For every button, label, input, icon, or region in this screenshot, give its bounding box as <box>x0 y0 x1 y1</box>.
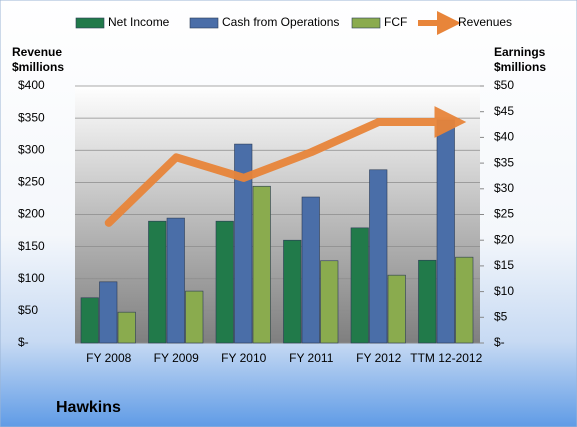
chart-title: Hawkins <box>56 399 121 416</box>
y2-tick-label: $25 <box>494 207 514 221</box>
bar <box>350 227 369 344</box>
bar <box>301 196 320 344</box>
y2-tick-label: $50 <box>494 78 514 92</box>
y2-tick-label: $30 <box>494 181 514 195</box>
bar <box>215 220 234 344</box>
bar <box>185 290 204 344</box>
legend-label: FCF <box>384 15 407 29</box>
bar <box>99 281 118 344</box>
x-tick-label: FY 2009 <box>154 351 199 365</box>
bar <box>80 297 99 344</box>
y2-tick-label: $5 <box>494 309 508 323</box>
x-tick-label: TTM 12-2012 <box>410 351 482 365</box>
y-tick-label: $200 <box>18 207 45 221</box>
y2-tick-label: $- <box>494 335 505 349</box>
bar <box>320 260 339 344</box>
line-series <box>104 105 467 227</box>
bar <box>234 143 253 344</box>
legend-swatch <box>189 17 219 29</box>
y2-tick-label: $10 <box>494 284 514 298</box>
bar <box>369 169 388 344</box>
bar <box>436 119 455 344</box>
y-tick-label: $150 <box>18 239 45 253</box>
x-tick-label: FY 2008 <box>86 351 131 365</box>
bar <box>387 274 406 344</box>
legend-label: Revenues <box>458 15 512 29</box>
y-tick-label: $250 <box>18 175 45 189</box>
bar <box>117 311 136 344</box>
x-tick-label: FY 2012 <box>356 351 401 365</box>
y-tick-label: $100 <box>18 271 45 285</box>
y-tick-label: $- <box>18 335 29 349</box>
bar <box>455 256 474 344</box>
y-tick-label: $50 <box>18 303 38 317</box>
y-tick-label: $400 <box>18 78 45 92</box>
legend-label: Net Income <box>108 15 170 29</box>
bar <box>252 185 271 344</box>
legend-swatch <box>75 17 105 29</box>
y-tick-label: $350 <box>18 110 45 124</box>
y2-tick-label: $15 <box>494 258 514 272</box>
y2-tick-label: $35 <box>494 155 514 169</box>
legend-swatch <box>351 17 381 29</box>
y-axis-title: Revenue $millions <box>12 45 65 74</box>
y-tick-label: $300 <box>18 142 45 156</box>
y2-axis-title: Earnings $millions <box>494 45 547 74</box>
legend-label: Cash from Operations <box>222 15 339 29</box>
y2-tick-label: $40 <box>494 130 514 144</box>
bar <box>418 259 437 344</box>
bar <box>283 239 302 344</box>
bar <box>166 217 185 344</box>
x-tick-label: FY 2010 <box>221 351 266 365</box>
bar <box>148 220 167 344</box>
x-tick-label: FY 2011 <box>289 351 334 365</box>
y2-tick-label: $20 <box>494 232 514 246</box>
y2-tick-label: $45 <box>494 104 514 118</box>
